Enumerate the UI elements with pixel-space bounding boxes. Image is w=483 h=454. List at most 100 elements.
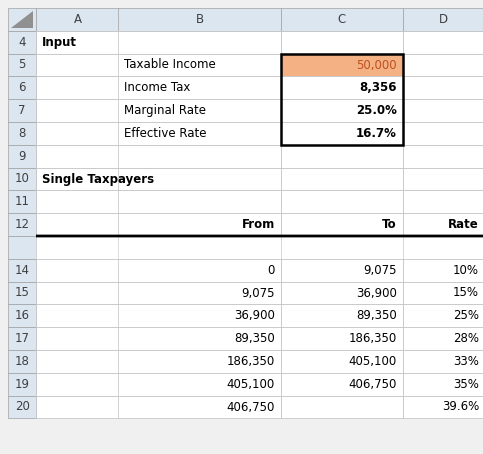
Bar bbox=[37, 395, 118, 419]
Bar bbox=[37, 327, 118, 350]
Bar bbox=[402, 8, 483, 31]
Bar bbox=[402, 190, 483, 213]
Bar bbox=[37, 8, 118, 31]
Text: Taxable Income: Taxable Income bbox=[124, 59, 216, 71]
Bar bbox=[402, 304, 483, 327]
Text: 33%: 33% bbox=[453, 355, 479, 368]
Text: 18: 18 bbox=[15, 355, 29, 368]
Bar bbox=[8, 8, 37, 31]
Text: B: B bbox=[196, 13, 203, 26]
Text: 406,750: 406,750 bbox=[349, 378, 397, 391]
Text: 36,900: 36,900 bbox=[356, 286, 397, 300]
Bar bbox=[281, 373, 402, 395]
Bar bbox=[118, 190, 281, 213]
Text: Rate: Rate bbox=[448, 218, 479, 231]
Text: 36,900: 36,900 bbox=[234, 309, 275, 322]
Bar bbox=[8, 259, 37, 281]
Bar bbox=[118, 281, 281, 304]
Bar bbox=[8, 145, 37, 168]
Text: 15: 15 bbox=[15, 286, 29, 300]
Bar bbox=[281, 31, 402, 54]
Text: 186,350: 186,350 bbox=[349, 332, 397, 345]
Text: 12: 12 bbox=[15, 218, 30, 231]
Bar bbox=[8, 190, 37, 213]
Text: 10: 10 bbox=[15, 173, 29, 186]
Text: 5: 5 bbox=[18, 59, 26, 71]
Bar bbox=[281, 76, 402, 99]
Text: 20: 20 bbox=[15, 400, 29, 414]
Bar bbox=[402, 99, 483, 122]
Bar bbox=[37, 122, 118, 145]
Bar bbox=[8, 99, 37, 122]
Bar bbox=[8, 213, 37, 236]
Bar bbox=[118, 213, 281, 236]
Text: 4: 4 bbox=[18, 36, 26, 49]
Bar bbox=[118, 304, 281, 327]
Text: 8: 8 bbox=[18, 127, 26, 140]
Bar bbox=[281, 281, 402, 304]
Text: 28%: 28% bbox=[453, 332, 479, 345]
Bar bbox=[402, 31, 483, 54]
Text: To: To bbox=[383, 218, 397, 231]
Text: From: From bbox=[242, 218, 275, 231]
Bar bbox=[8, 327, 37, 350]
Bar bbox=[281, 99, 402, 122]
Bar bbox=[402, 327, 483, 350]
Text: C: C bbox=[337, 13, 346, 26]
Text: Marginal Rate: Marginal Rate bbox=[124, 104, 206, 117]
Bar bbox=[402, 259, 483, 281]
Bar bbox=[8, 395, 37, 419]
Text: 6: 6 bbox=[18, 81, 26, 94]
Bar bbox=[281, 259, 402, 281]
Bar bbox=[402, 76, 483, 99]
Text: 9: 9 bbox=[18, 150, 26, 163]
Bar bbox=[8, 122, 37, 145]
Text: 39.6%: 39.6% bbox=[442, 400, 479, 414]
Text: 17: 17 bbox=[15, 332, 30, 345]
Bar bbox=[402, 54, 483, 76]
Bar bbox=[37, 168, 118, 190]
Bar bbox=[281, 168, 402, 190]
Text: 16: 16 bbox=[15, 309, 30, 322]
Text: 25.0%: 25.0% bbox=[356, 104, 397, 117]
Bar bbox=[37, 281, 118, 304]
Bar bbox=[402, 373, 483, 395]
Text: 7: 7 bbox=[18, 104, 26, 117]
Text: Income Tax: Income Tax bbox=[124, 81, 190, 94]
Bar bbox=[118, 54, 281, 76]
Bar bbox=[118, 122, 281, 145]
Bar bbox=[8, 236, 37, 259]
Bar bbox=[118, 76, 281, 99]
Bar bbox=[118, 99, 281, 122]
Polygon shape bbox=[11, 11, 33, 28]
Bar bbox=[118, 145, 281, 168]
Text: 14: 14 bbox=[15, 264, 30, 276]
Bar bbox=[8, 281, 37, 304]
Bar bbox=[37, 190, 118, 213]
Bar bbox=[281, 213, 402, 236]
Text: 10%: 10% bbox=[453, 264, 479, 276]
Bar bbox=[118, 168, 281, 190]
Bar bbox=[281, 327, 402, 350]
Text: 19: 19 bbox=[15, 378, 30, 391]
Bar bbox=[281, 190, 402, 213]
Bar bbox=[118, 395, 281, 419]
Bar bbox=[281, 145, 402, 168]
Bar bbox=[8, 31, 37, 54]
Bar bbox=[402, 145, 483, 168]
Bar bbox=[8, 54, 37, 76]
Bar bbox=[281, 54, 402, 76]
Bar bbox=[402, 122, 483, 145]
Bar bbox=[37, 373, 118, 395]
Bar bbox=[281, 54, 402, 145]
Text: A: A bbox=[73, 13, 82, 26]
Text: 405,100: 405,100 bbox=[349, 355, 397, 368]
Bar bbox=[118, 31, 281, 54]
Bar bbox=[37, 31, 118, 54]
Bar bbox=[37, 304, 118, 327]
Bar bbox=[402, 236, 483, 259]
Text: Single Taxpayers: Single Taxpayers bbox=[42, 173, 154, 186]
Text: 50,000: 50,000 bbox=[356, 59, 397, 71]
Text: 8,356: 8,356 bbox=[359, 81, 397, 94]
Text: 35%: 35% bbox=[453, 378, 479, 391]
